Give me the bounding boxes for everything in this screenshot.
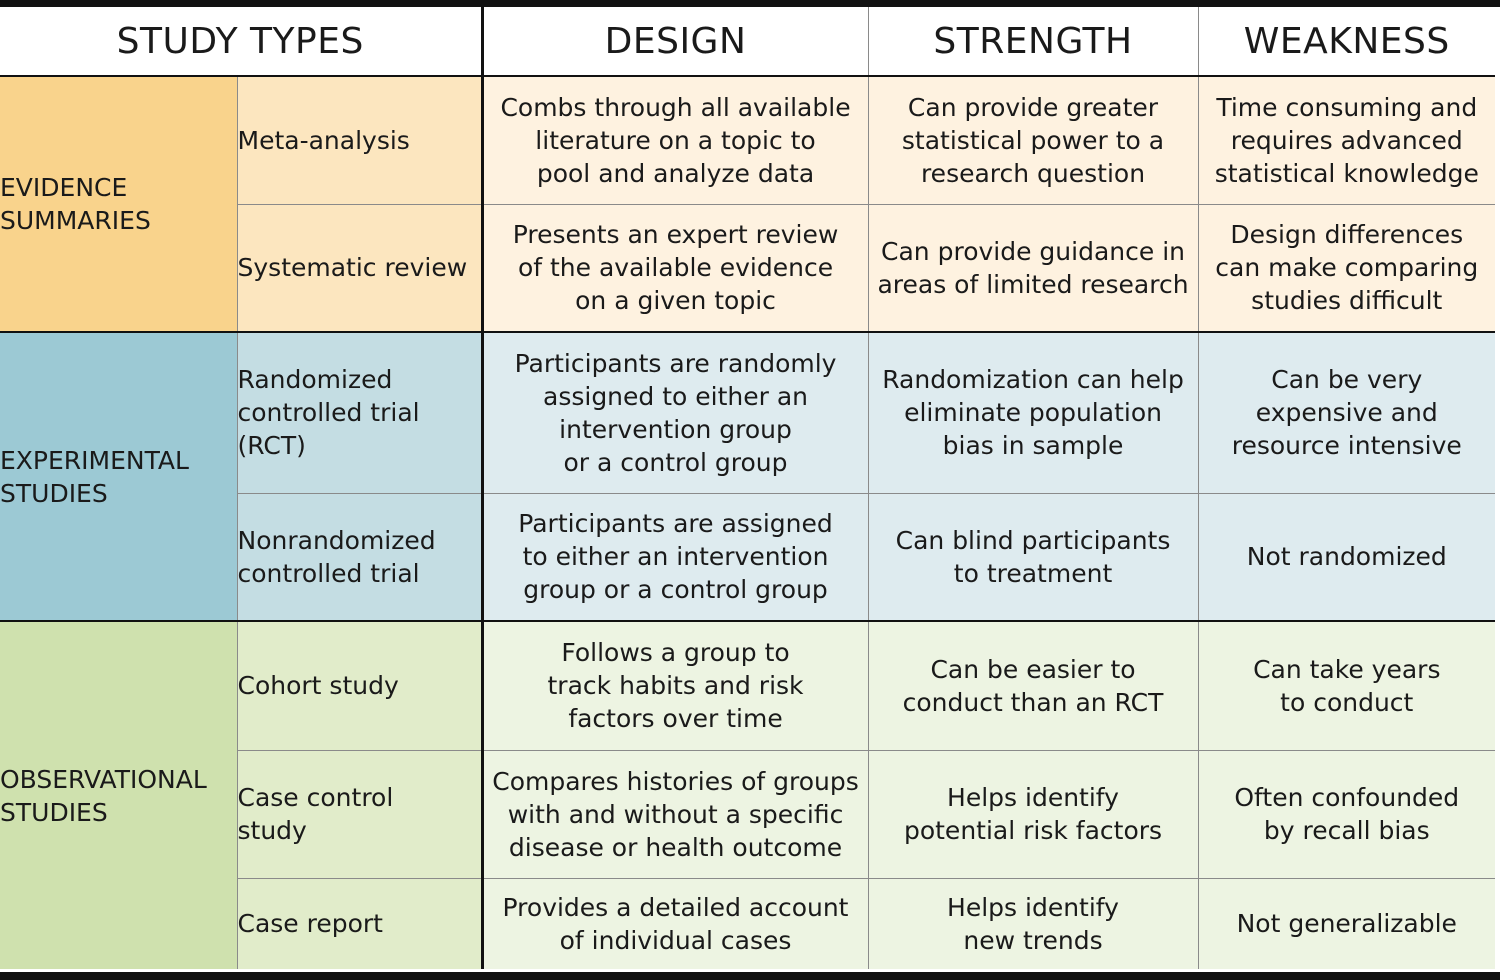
study-type-cell: Nonrandomized controlled trial — [237, 492, 483, 621]
design-cell: Participants are randomly assigned to ei… — [480, 331, 869, 493]
weakness-cell: Can take years to conduct — [1197, 620, 1496, 750]
design-cell: Participants are assigned to either an i… — [480, 492, 869, 621]
table-row: Nonrandomized controlled trial Participa… — [0, 492, 1496, 621]
weakness-cell: Often confounded by recall bias — [1197, 749, 1496, 878]
strength-cell: Can provide guidance in areas of limited… — [867, 203, 1199, 332]
strength-cell: Can provide greater statistical power to… — [867, 76, 1199, 204]
section-label-observational-studies: OBSERVATIONAL STUDIES — [0, 620, 238, 969]
weakness-cell: Design differences can make comparing st… — [1197, 203, 1496, 332]
study-type-cell: Meta-analysis — [237, 76, 483, 204]
table-row: Case report Provides a detailed account … — [0, 877, 1496, 969]
design-cell: Compares histories of groups with and wi… — [480, 749, 869, 878]
header-row: STUDY TYPES DESIGN STRENGTH WEAKNESS — [0, 7, 1496, 77]
strength-cell: Can be easier to conduct than an RCT — [867, 620, 1199, 750]
weakness-cell: Not randomized — [1197, 492, 1496, 621]
header-study-types: STUDY TYPES — [0, 7, 483, 77]
weakness-cell: Not generalizable — [1197, 877, 1496, 969]
top-border — [0, 0, 1500, 7]
design-cell: Combs through all available literature o… — [480, 76, 869, 204]
table-row: EXPERIMENTAL STUDIES Randomized controll… — [0, 331, 1496, 621]
strength-cell: Helps identify new trends — [867, 877, 1199, 969]
study-type-cell: Case report — [237, 877, 483, 969]
study-type-cell: Case control study — [237, 749, 483, 878]
weakness-cell: Time consuming and requires advanced sta… — [1197, 76, 1496, 204]
section-label-evidence-summaries: EVIDENCE SUMMARIES — [0, 76, 238, 332]
study-type-cell: Cohort study — [237, 620, 483, 750]
table-row: OBSERVATIONAL STUDIES Cohort study Follo… — [0, 620, 1496, 969]
header-strength: STRENGTH — [867, 7, 1199, 77]
table-row: EVIDENCE SUMMARIES Meta-analysis Combs t… — [0, 76, 1496, 332]
table-row: Case control study Compares histories of… — [0, 749, 1496, 878]
strength-cell: Can blind participants to treatment — [867, 492, 1199, 621]
strength-cell: Helps identify potential risk factors — [867, 749, 1199, 878]
header-design: DESIGN — [480, 7, 869, 77]
weakness-cell: Can be very expensive and resource inten… — [1197, 331, 1496, 493]
strength-cell: Randomization can help eliminate populat… — [867, 331, 1199, 493]
header-weakness: WEAKNESS — [1197, 7, 1496, 77]
table-row: Systematic review Presents an expert rev… — [0, 203, 1496, 332]
design-cell: Provides a detailed account of individua… — [480, 877, 869, 969]
design-cell: Presents an expert review of the availab… — [480, 203, 869, 332]
bottom-border — [0, 972, 1500, 980]
design-cell: Follows a group to track habits and risk… — [480, 620, 869, 750]
section-label-experimental-studies: EXPERIMENTAL STUDIES — [0, 331, 238, 621]
study-type-cell: Randomized controlled trial (RCT) — [237, 331, 483, 493]
study-type-cell: Systematic review — [237, 203, 483, 332]
study-types-table: STUDY TYPES DESIGN STRENGTH WEAKNESS EVI… — [0, 7, 1496, 969]
